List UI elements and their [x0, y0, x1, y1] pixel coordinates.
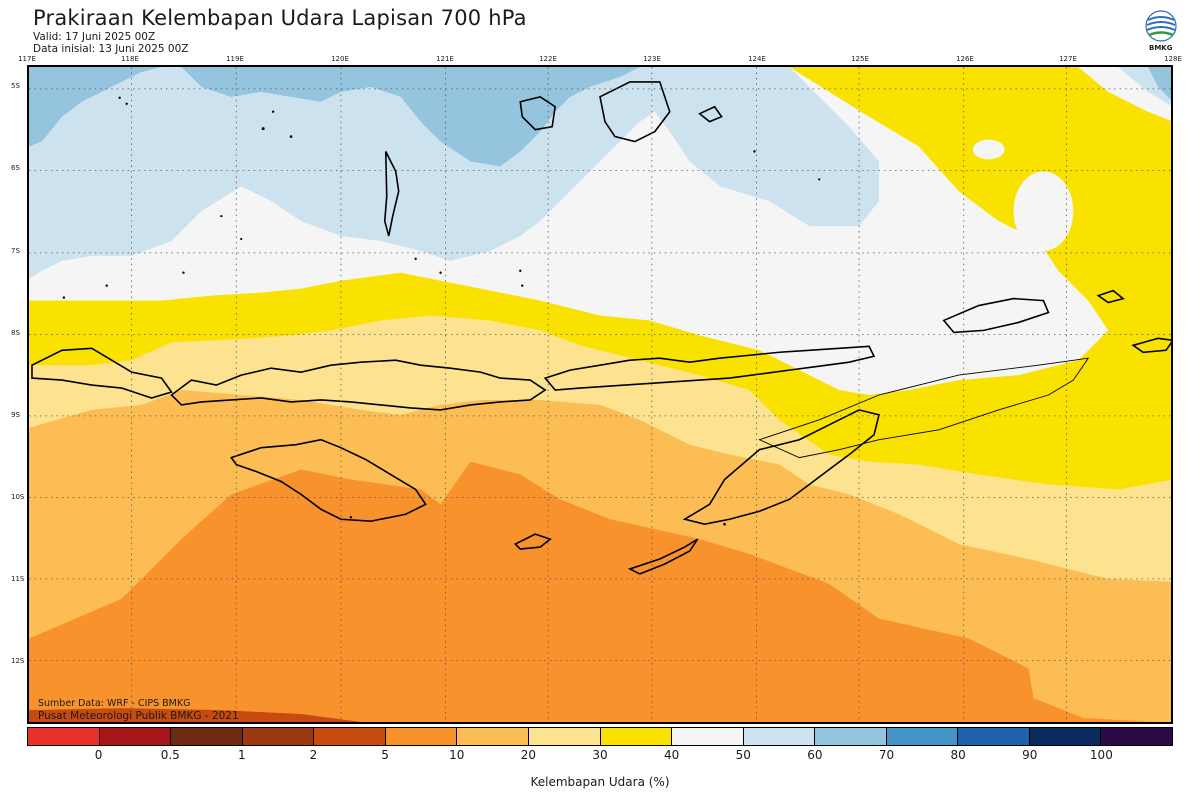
- small-islands: [62, 96, 821, 526]
- band-50-60-patch-2: [972, 139, 1005, 160]
- colorbar-title: Kelembapan Udara (%): [530, 775, 670, 789]
- colorbar-label: 1: [238, 748, 246, 762]
- gridlines: [29, 67, 1171, 722]
- longitude-tick-label: 119E: [226, 55, 244, 63]
- colorbar-cell: [242, 728, 315, 745]
- colorbar-cell: [815, 728, 887, 745]
- colorbar-label: 10: [449, 748, 465, 762]
- band-70-80-west: [29, 67, 162, 147]
- latitude-tick-label: 9S: [11, 411, 20, 419]
- band-70-80: [29, 67, 640, 167]
- colorbar-cell: [1101, 728, 1172, 745]
- colorbar-label: 40: [663, 748, 680, 762]
- coastlines: [31, 81, 1171, 575]
- colorbar-cell: [600, 728, 673, 745]
- longitude-tick-label: 124E: [748, 55, 766, 63]
- colorbar-cell: [314, 728, 386, 745]
- colorbar-label: 2: [309, 748, 318, 762]
- valid-time: Valid: 17 Juni 2025 00Z: [33, 31, 156, 43]
- longitude-tick-label: 127E: [1059, 55, 1077, 63]
- colorbar-label: 0.5: [160, 748, 180, 762]
- initial-time: Data inisial: 13 Juni 2025 00Z: [33, 43, 189, 55]
- colorbar-label: 70: [878, 748, 895, 762]
- colorbar-label: 30: [592, 748, 608, 762]
- latitude-tick-label: 8S: [11, 329, 20, 337]
- band-2-5-bottom: [29, 708, 361, 722]
- longitude-tick-label: 122E: [539, 55, 557, 63]
- longitude-tick-label: 117E: [18, 55, 36, 63]
- colorbar-label: 100: [1089, 748, 1113, 762]
- longitude-tick-label: 118E: [121, 55, 139, 63]
- latitude-tick-label: 6S: [11, 164, 20, 172]
- latitude-tick-label: 7S: [11, 247, 20, 255]
- bmkg-logo-icon: [1145, 10, 1177, 42]
- colorbar-cell: [385, 728, 458, 745]
- colorbar-cell: [743, 728, 816, 745]
- longitude-tick-label: 128E: [1164, 55, 1182, 63]
- colorbar-cell: [528, 728, 601, 745]
- longitude-tick-label: 120E: [331, 55, 349, 63]
- colorbar-label: 50: [735, 748, 751, 762]
- band-60-70: [29, 67, 880, 279]
- colorbar-cell: [99, 728, 172, 745]
- humidity-map-svg: [29, 67, 1171, 722]
- colorbar-cell: [958, 728, 1030, 745]
- colorbar-cell: [28, 728, 100, 745]
- longitude-tick-label: 126E: [956, 55, 974, 63]
- colorbar-label: 80: [950, 748, 966, 762]
- latitude-tick-label: 12S: [11, 657, 25, 665]
- colorbar-cell: [1029, 728, 1102, 745]
- credit-org: Pusat Meteorologi Publik BMKG - 2021: [38, 710, 239, 722]
- band-70-80-ne: [1148, 67, 1171, 100]
- colorbar-label: 60: [807, 748, 823, 762]
- latitude-tick-label: 5S: [11, 82, 20, 90]
- colorbar-label: 20: [520, 748, 537, 762]
- colorbar-cell: [886, 728, 959, 745]
- colorbar: [27, 727, 1173, 746]
- colorbar-label: 5: [381, 748, 389, 762]
- longitude-tick-label: 123E: [643, 55, 661, 63]
- latitude-tick-label: 10S: [11, 493, 25, 501]
- latitude-tick-label: 11S: [11, 575, 25, 583]
- humidity-map: [27, 65, 1173, 724]
- longitude-tick-label: 125E: [851, 55, 869, 63]
- colorbar-label: 0: [94, 748, 103, 762]
- logo-text: BMKG: [1149, 44, 1173, 52]
- colorbar-cell: [171, 728, 243, 745]
- colorbar-cell: [457, 728, 529, 745]
- political-boundary: [758, 357, 1090, 459]
- credit-source: Sumber Data: WRF - CIPS BMKG: [38, 698, 191, 709]
- page-title: Prakiraan Kelembapan Udara Lapisan 700 h…: [33, 6, 527, 30]
- band-50-60-patch: [1013, 171, 1074, 251]
- colorbar-label: 90: [1022, 748, 1038, 762]
- colorbar-cell: [672, 728, 744, 745]
- longitude-tick-label: 121E: [436, 55, 454, 63]
